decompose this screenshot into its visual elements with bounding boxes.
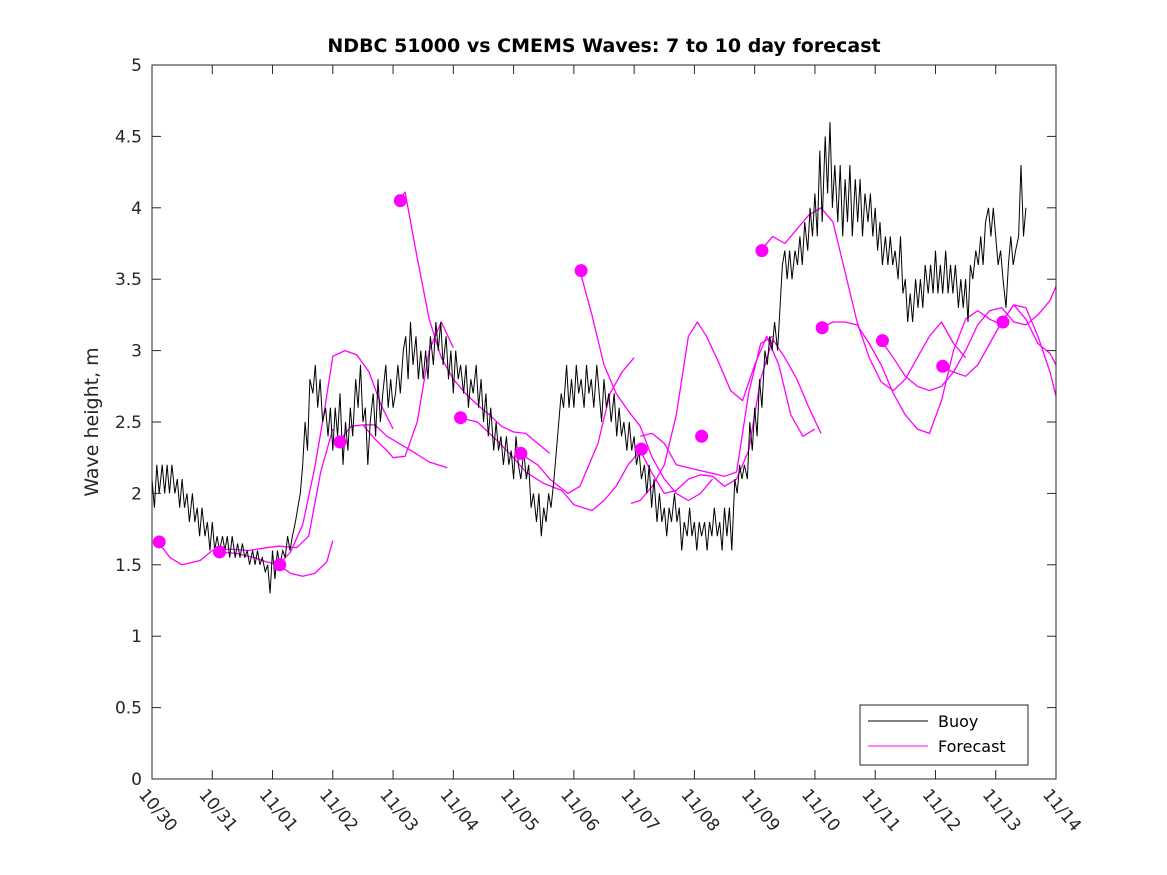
forecast-start-marker [875,334,889,348]
forecast-start-marker [152,535,166,549]
forecast-line-segment [1001,304,1057,397]
y-tick-label: 0.5 [115,699,142,719]
forecast-start-marker [393,194,407,208]
y-tick-label: 4.5 [115,127,142,147]
forecast-line-segment [630,321,816,505]
y-axis-label: Wave height, m [81,347,103,496]
legend-box [859,704,1029,766]
forecast-start-marker [333,435,347,449]
y-axis-ticks: 0 0.5 1 1.5 2 2.5 3 3.5 4 4.5 5 [115,56,1056,790]
forecast-line-segment [459,417,641,512]
forecast-line-segment [760,207,967,392]
forecast-start-marker [574,264,588,278]
buoy-line [151,122,1027,594]
marker-layer [152,194,1010,572]
forecast-start-marker [815,321,829,335]
forecast-line-segment [338,321,454,459]
forecast-line-segment [640,335,774,477]
y-tick-label: 1 [131,627,142,647]
forecast-line-segment [880,286,1057,392]
chart-title: NDBC 51000 vs CMEMS Waves: 7 to 10 day f… [327,35,880,57]
forecast-start-marker [695,429,709,443]
forecast-line-segment [519,357,635,495]
forecast-line-segment [579,270,713,502]
y-tick-label: 4 [131,199,142,219]
plot-area [152,65,1056,779]
series-layer [151,122,1057,594]
y-tick-label: 2 [131,484,142,504]
y-tick-label: 2.5 [115,413,142,433]
legend-label-forecast: Forecast [938,737,1006,756]
legend-label-buoy: Buoy [938,712,978,731]
forecast-start-marker [936,359,950,373]
legend: Buoy Forecast [859,704,1029,766]
y-tick-label: 3 [131,342,142,362]
y-tick-label: 0 [131,770,142,790]
forecast-line-segment [157,428,334,566]
forecast-start-marker [212,545,226,559]
forecast-line-segment [398,191,551,454]
forecast-line-segment [639,338,822,495]
forecast-start-marker [755,244,769,258]
forecast-start-marker [454,411,468,425]
y-tick-label: 1.5 [115,556,142,576]
forecast-start-marker [634,442,648,456]
y-tick-label: 3.5 [115,270,142,290]
forecast-line-segment [278,349,394,566]
y-tick-label: 5 [131,56,142,76]
forecast-start-marker [996,315,1010,329]
forecast-start-marker [514,446,528,460]
forecast-start-marker [273,558,287,572]
forecast-line-segment [820,309,1003,435]
